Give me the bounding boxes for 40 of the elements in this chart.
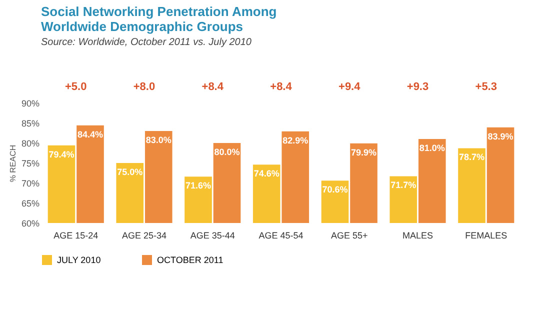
y-tick-label: 85% [21,118,40,128]
y-tick-label: 75% [21,158,40,168]
x-tick-label: AGE 15-24 [54,230,98,240]
legend-label: OCTOBER 2011 [157,255,224,265]
text: +8.0 [133,81,156,93]
y-tick-label: 70% [21,178,40,188]
data-label: 82.9% [282,135,308,146]
data-label: 83.9% [488,131,514,142]
x-tick-label: MALES [402,230,434,240]
text: +9.4 [338,81,362,93]
chart-title: Social Networking Penetration Among Worldwide Demographic Groups [41,4,277,34]
y-tick-label: 60% [21,218,40,228]
data-label: 79.4% [48,149,74,160]
x-tick-label: AGE 25-34 [122,230,167,240]
y-tick-label: 80% [21,138,40,148]
data-label: 74.6% [254,168,280,179]
x-tick-label: AGE 55+ [330,230,368,240]
text: +8.4 [202,81,224,93]
data-label: 70.6% [322,184,348,195]
data-label: 80.0% [214,147,240,157]
data-label: 81.0% [419,143,445,153]
data-label: 71.7% [390,180,416,190]
text: +8.4 [270,81,293,93]
data-label: 84.4% [77,129,104,140]
text: +5.0 [65,81,87,93]
text: +5.3 [475,81,497,93]
data-label: 71.6% [185,180,212,191]
data-label: 75.0% [117,167,143,177]
legend-label: JULY 2010 [57,255,101,265]
data-label: 78.7% [458,152,485,162]
chart-subtitle: Source: Worldwide, October 2011 vs. July 2010 [41,37,252,48]
x-tick-label: FEMALES [465,230,508,240]
y-axis-title: % REACH [8,144,18,182]
x-tick-label: AGE 45-54 [258,230,304,240]
y-tick-label: 90% [21,98,40,108]
data-label: 79.9% [350,147,377,158]
data-label: 83.0% [146,135,172,145]
y-tick-label: 65% [21,198,40,208]
text: +9.3 [406,81,429,93]
x-tick-label: AGE 35-44 [190,230,235,240]
